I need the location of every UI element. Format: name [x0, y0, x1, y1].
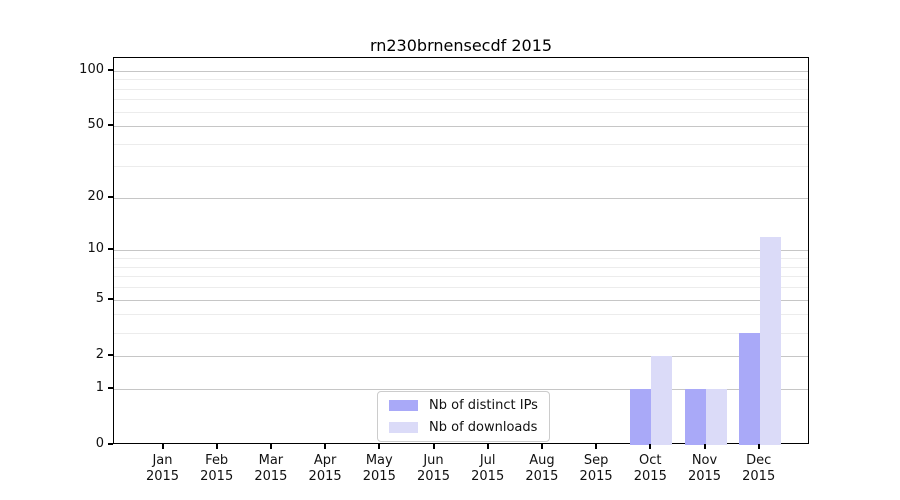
x-tick-mark [486, 444, 489, 449]
y-tick-label: 1 [95, 379, 104, 395]
bar-distinct-ips-oct [630, 388, 652, 445]
legend-item-distinct-ips: Nb of distinct IPs [389, 398, 538, 413]
legend-label-downloads: Nb of downloads [429, 420, 538, 435]
y-tick-mark [108, 386, 113, 389]
y-tick-mark [108, 68, 113, 71]
y-tick-mark [108, 248, 113, 251]
x-tick-label-apr: Apr 2015 [297, 453, 353, 485]
legend-swatch-distinct-ips [389, 400, 418, 411]
y-tick-mark [108, 443, 113, 445]
x-tick-label-oct: Oct 2015 [622, 453, 678, 485]
minor-gridline [114, 143, 808, 145]
minor-gridline [114, 111, 808, 113]
x-tick-year: 2015 [633, 469, 667, 484]
minor-gridline [114, 79, 808, 81]
y-tick-label: 20 [87, 189, 104, 205]
x-tick-label-jul: Jul 2015 [460, 453, 516, 485]
minor-gridline [114, 276, 808, 278]
major-gridline [114, 126, 808, 128]
x-tick-label-nov: Nov 2015 [677, 453, 733, 485]
minor-gridline [114, 266, 808, 268]
major-gridline [114, 355, 808, 357]
minor-gridline [114, 99, 808, 101]
legend-item-downloads: Nb of downloads [389, 420, 538, 435]
x-tick-year: 2015 [579, 469, 613, 484]
major-gridline [114, 198, 808, 200]
minor-gridline [114, 88, 808, 90]
major-gridline [114, 70, 808, 72]
x-tick-label-sep: Sep 2015 [568, 453, 624, 485]
x-tick-year: 2015 [362, 469, 396, 484]
x-tick-year: 2015 [742, 469, 776, 484]
minor-gridline [114, 332, 808, 334]
major-gridline [114, 388, 808, 390]
bar-distinct-ips-dec [738, 332, 760, 445]
y-tick-label: 10 [87, 241, 104, 257]
x-tick-mark [269, 444, 272, 449]
x-tick-mark [161, 444, 164, 449]
x-tick-mark [378, 444, 381, 449]
x-tick-year: 2015 [145, 469, 180, 484]
y-tick-label: 2 [95, 346, 104, 362]
bar-downloads-dec [759, 236, 781, 445]
x-tick-year: 2015 [687, 469, 722, 484]
major-gridline [114, 299, 808, 301]
x-tick-mark [432, 444, 435, 449]
x-tick-year: 2015 [200, 469, 234, 484]
y-tick-mark [108, 124, 113, 127]
x-tick-label-feb: Feb 2015 [189, 453, 245, 485]
x-tick-label-aug: Aug 2015 [514, 453, 570, 485]
bar-downloads-nov [705, 388, 727, 445]
x-tick-year: 2015 [416, 469, 451, 484]
x-tick-label-mar: Mar 2015 [243, 453, 299, 485]
minor-gridline [114, 287, 808, 289]
minor-gridline [114, 258, 808, 260]
y-tick-label: 100 [79, 61, 104, 77]
chart-title: rn230brnensecdf 2015 [369, 36, 553, 55]
x-tick-year: 2015 [254, 469, 288, 484]
major-gridline [114, 250, 808, 252]
x-tick-mark [215, 444, 218, 449]
plot-area [113, 57, 809, 445]
y-tick-mark [108, 196, 113, 199]
y-tick-label: 0 [95, 436, 104, 451]
legend-swatch-downloads [389, 422, 418, 433]
x-tick-mark [595, 444, 598, 449]
y-tick-mark [108, 297, 113, 300]
x-tick-year: 2015 [471, 469, 505, 484]
x-tick-label-dec: Dec 2015 [731, 453, 787, 485]
y-tick-label: 50 [87, 117, 104, 133]
bar-downloads-oct [651, 355, 673, 445]
x-tick-mark [324, 444, 327, 449]
x-tick-mark [703, 444, 706, 449]
legend-label-distinct-ips: Nb of distinct IPs [429, 398, 538, 413]
minor-gridline [114, 166, 808, 168]
bar-distinct-ips-nov [684, 388, 706, 445]
x-tick-mark [757, 444, 760, 449]
minor-gridline [114, 314, 808, 316]
x-tick-mark [540, 444, 543, 449]
x-tick-mark [649, 444, 652, 449]
x-tick-year: 2015 [525, 469, 559, 484]
x-tick-label-jun: Jun 2015 [406, 453, 462, 485]
x-tick-label-jan: Jan 2015 [135, 453, 191, 485]
y-tick-mark [108, 353, 113, 356]
legend: Nb of distinct IPs Nb of downloads [377, 391, 550, 442]
x-tick-year: 2015 [308, 469, 342, 484]
y-tick-label: 5 [95, 290, 104, 306]
x-tick-label-may: May 2015 [351, 453, 407, 485]
